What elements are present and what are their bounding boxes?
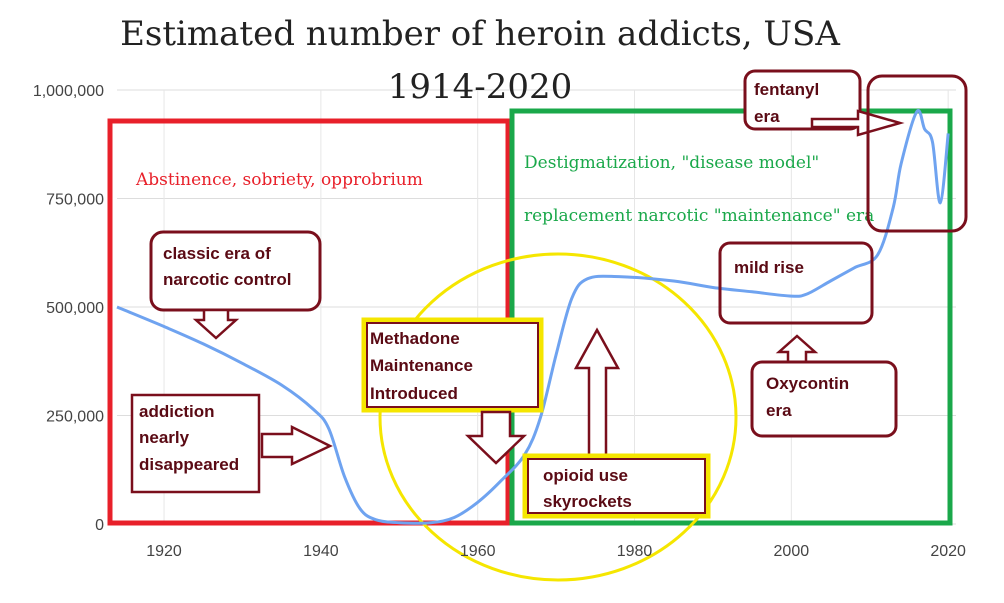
callout-skyrockets-line1: opioid use [543, 466, 628, 485]
era2-label-2: replacement narcotic "maintenance" era [524, 206, 874, 226]
callout-methadone-line1: Methadone [370, 329, 460, 348]
callout-disappeared-line1: addiction [139, 402, 215, 421]
right-arrow-icon [260, 424, 333, 466]
callout-skyrockets: opioid use skyrockets [522, 327, 711, 519]
down-arrow-icon [192, 308, 240, 340]
callout-methadone-line2: Maintenance [370, 356, 473, 375]
right-arrow-icon [810, 109, 905, 137]
callout-oxycontin-line1: Oxycontin [766, 374, 849, 393]
era1-label: Abstinence, sobriety, opprobrium [135, 170, 423, 190]
chart-title: Estimated number of heroin addicts, USA [120, 14, 840, 54]
y-axis-ticks: 0 250,000 500,000 750,000 1,000,000 [33, 83, 104, 534]
y-tick-label: 750,000 [46, 192, 104, 209]
x-tick-label: 1980 [617, 543, 653, 560]
callout-disappeared-line3: disappeared [139, 455, 239, 474]
up-arrow-icon [573, 327, 621, 462]
x-tick-label: 2000 [774, 543, 810, 560]
chart-subtitle: 1914-2020 [388, 67, 573, 107]
era2-label-1: Destigmatization, "disease model" [524, 153, 819, 173]
x-tick-label: 2020 [930, 543, 966, 560]
y-tick-label: 250,000 [46, 409, 104, 426]
x-axis-ticks: 1920 1940 1960 1980 2000 2020 [146, 543, 966, 560]
y-tick-label: 500,000 [46, 300, 104, 317]
callout-disappeared: addiction nearly disappeared [130, 393, 333, 494]
callout-mildrise-text: mild rise [734, 258, 804, 277]
callout-skyrockets-line2: skyrockets [543, 492, 632, 511]
era2-box [509, 108, 953, 526]
callout-fentanyl-line2: era [754, 107, 780, 126]
down-arrow-icon [464, 410, 528, 465]
y-tick-label: 0 [95, 517, 104, 534]
callout-methadone-line3: Introduced [370, 384, 458, 403]
callout-classic: classic era of narcotic control [149, 230, 322, 340]
callout-mildrise: mild rise [718, 241, 874, 325]
callout-classic-line1: classic era of [163, 244, 271, 263]
series-line [116, 109, 950, 525]
callout-fentanyl-line1: fentanyl [754, 80, 819, 99]
callout-oxycontin-line2: era [766, 401, 792, 420]
callout-methadone: Methadone Maintenance Introduced [361, 317, 544, 465]
x-tick-label: 1960 [460, 543, 496, 560]
x-tick-label: 1920 [146, 543, 182, 560]
y-tick-label: 1,000,000 [33, 83, 104, 100]
callout-classic-line2: narcotic control [163, 270, 291, 289]
callout-oxycontin: Oxycontin era [750, 334, 898, 438]
callout-disappeared-line2: nearly [139, 428, 190, 447]
highlight-circle [378, 252, 738, 582]
x-tick-label: 1940 [303, 543, 339, 560]
callout-fentanyl: fentanyl era [743, 69, 968, 233]
